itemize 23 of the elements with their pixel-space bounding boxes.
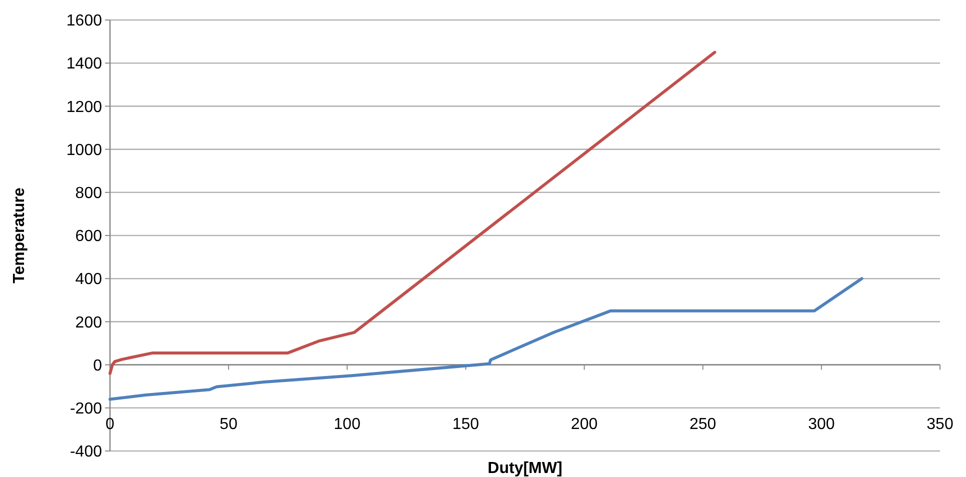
x-tick-label: 300 <box>808 416 835 433</box>
y-tick-label: 800 <box>75 185 102 202</box>
y-tick-label: 1200 <box>66 98 102 116</box>
line-series <box>108 50 716 375</box>
y-axis-title: Temperature <box>11 188 28 284</box>
x-axis-title: Duty[MW] <box>488 460 562 477</box>
y-tick-label: -400 <box>70 444 102 461</box>
x-tick-label: 150 <box>452 416 480 433</box>
x-tick-label: 0 <box>106 416 115 433</box>
y-tick-label: 1600 <box>66 12 102 30</box>
y-tick-label: 600 <box>75 228 102 246</box>
y-tick-label: 1400 <box>66 56 102 73</box>
x-tick-label: 250 <box>690 416 716 433</box>
line-series <box>108 277 864 401</box>
x-tick-label: 200 <box>570 416 598 433</box>
y-tick-label: 400 <box>75 271 102 288</box>
x-tick-label: 350 <box>926 416 954 433</box>
y-tick-label: -200 <box>70 400 102 418</box>
y-tick-label: 1000 <box>66 142 102 159</box>
y-tick-label: 0 <box>93 357 102 374</box>
x-tick-label: 100 <box>334 416 361 433</box>
y-tick-label: 200 <box>75 314 102 332</box>
x-tick-label: 50 <box>220 416 238 433</box>
